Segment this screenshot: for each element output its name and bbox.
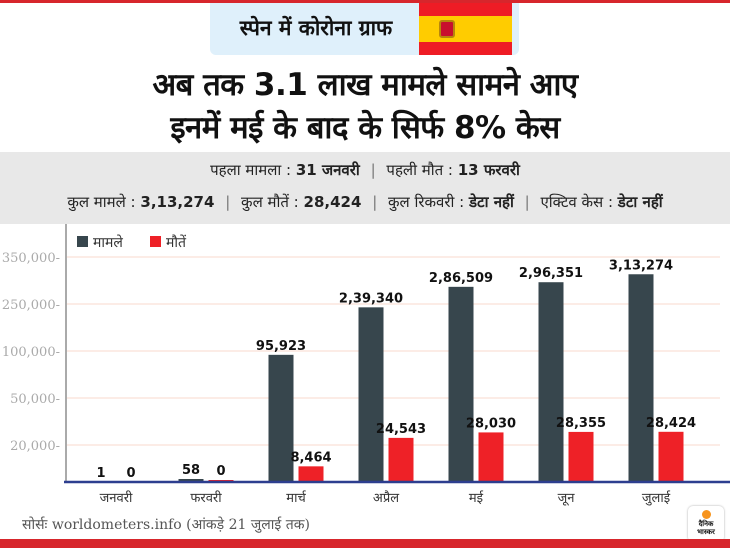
total-cases-value: 3,13,274 [140, 193, 215, 211]
bar-deaths [478, 432, 504, 482]
y-tick-label: 20,000- [10, 439, 60, 454]
data-label-cases: 1 [96, 466, 105, 481]
active-cases-value: डेटा नहीं [617, 193, 663, 211]
data-label-cases: 95,923 [256, 339, 306, 354]
headline-line-2: इनमें मई के बाद के सिर्फ 8% केस [170, 110, 560, 146]
headline-line-1: अब तक 3.1 लाख मामले सामने आए [152, 67, 578, 103]
data-label-cases: 58 [182, 463, 200, 478]
bar-cases [538, 282, 564, 482]
info-row-2: कुल मामले : 3,13,274 | कुल मौतें : 28,42… [0, 192, 730, 212]
info-row-1: पहला मामला : 31 जनवरी | पहली मौत : 13 फर… [0, 160, 730, 180]
active-cases-label: एक्टिव केस : [540, 193, 614, 211]
badge-title: स्पेन में कोरोना ग्राफ [239, 16, 393, 40]
bar-chart: 20,000- 50,000- 100,000- 250,000- 350,000- मा… [2, 224, 730, 506]
title-badge: स्पेन में कोरोना ग्राफ [210, 3, 519, 55]
legend-label-cases: मामले [93, 234, 123, 251]
data-label-cases: 3,13,274 [609, 258, 673, 273]
data-label-deaths: 24,543 [376, 422, 426, 437]
data-label-deaths: 0 [126, 466, 135, 481]
first-case-label: पहला मामला : [210, 161, 292, 179]
spain-flag-icon [419, 3, 512, 55]
legend-swatch-cases [77, 236, 88, 247]
first-case-value: 31 जनवरी [295, 161, 360, 179]
total-deaths-label: कुल मौतें : [241, 193, 299, 211]
data-label-deaths: 28,355 [556, 416, 606, 431]
y-tick-label: 250,000- [2, 298, 60, 313]
data-label-cases: 2,39,340 [339, 291, 403, 306]
source-note: सोर्सः worldometers.info (आंकड़े 21 जुला… [22, 517, 310, 533]
data-label-deaths: 28,030 [466, 416, 516, 431]
separator: | [524, 193, 530, 211]
x-tick-label: अप्रैल [373, 490, 399, 506]
bar-deaths [388, 437, 414, 482]
data-label-deaths: 8,464 [290, 450, 331, 465]
total-recovered-value: डेटा नहीं [469, 193, 514, 211]
top-accent-stripe [0, 0, 730, 3]
total-deaths-value: 28,424 [303, 193, 362, 211]
bar-cases [628, 274, 654, 482]
data-label-deaths: 28,424 [646, 416, 696, 431]
legend-swatch-deaths [150, 236, 161, 247]
y-tick-label: 100,000- [2, 345, 60, 360]
bottom-accent-stripe [0, 539, 730, 548]
bar-deaths [658, 431, 684, 482]
separator: | [370, 161, 376, 179]
bar-cases [178, 479, 204, 482]
coat-of-arms-icon [439, 20, 455, 38]
bar-cases [358, 307, 384, 482]
first-death-label: पहली मौत : [386, 161, 453, 179]
bar-cases [448, 286, 474, 482]
x-tick-label: मई [469, 490, 484, 506]
separator: | [225, 193, 231, 211]
separator: | [372, 193, 378, 211]
data-label-deaths: 0 [216, 464, 225, 479]
info-panel: पहला मामला : 31 जनवरी | पहली मौत : 13 फर… [0, 152, 730, 224]
bar-deaths [568, 431, 594, 482]
x-tick-label: मार्च [286, 490, 306, 506]
bar-cases [268, 354, 294, 482]
x-tick-label: जुलाई [642, 490, 671, 506]
legend-label-deaths: मौतें [166, 234, 187, 251]
data-label-cases: 2,96,351 [519, 266, 583, 281]
y-tick-label: 350,000- [2, 251, 60, 266]
logo-sun-icon [701, 510, 711, 519]
total-cases-label: कुल मामले : [67, 193, 136, 211]
x-tick-label: जनवरी [100, 490, 133, 506]
bar-deaths [298, 466, 324, 482]
total-recovered-label: कुल रिकवरी : [388, 193, 465, 211]
x-tick-label: जून [558, 491, 576, 506]
logo-line-2: भास्कर [697, 528, 715, 536]
data-label-cases: 2,86,509 [429, 271, 493, 286]
x-tick-label: फरवरी [190, 490, 222, 506]
y-tick-label: 50,000- [10, 392, 60, 407]
logo-line-1: दैनिक [698, 520, 714, 528]
first-death-value: 13 फरवरी [457, 161, 520, 179]
dainik-bhaskar-logo: दैनिक भास्कर [688, 506, 724, 542]
